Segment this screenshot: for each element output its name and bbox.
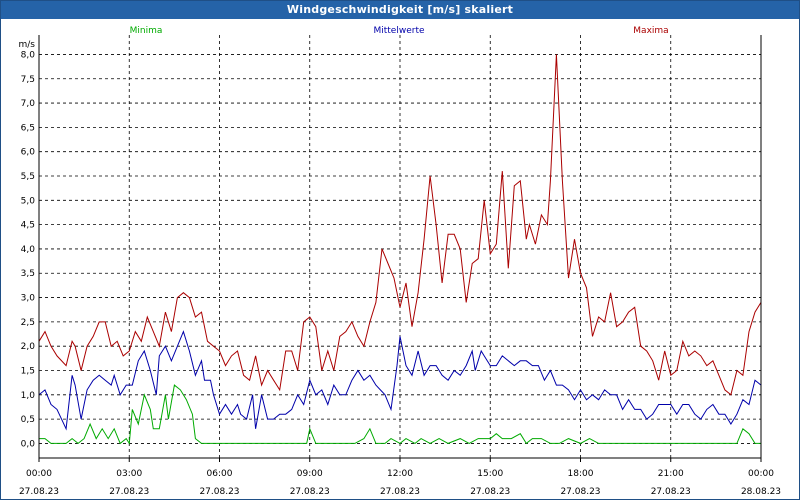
x-tick-date-label: 27.08.23	[651, 487, 691, 497]
y-tick-label: 5,0	[21, 196, 36, 206]
series-line-maxima	[38, 54, 762, 396]
legend-minima: Minima	[130, 26, 163, 36]
x-tick-time-label: 03:00	[116, 469, 142, 479]
x-tick-date-label: 27.08.23	[199, 487, 239, 497]
y-tick-label: 4,5	[21, 221, 35, 231]
x-tick-time-label: 00:00	[26, 469, 52, 479]
x-tick-time-label: 06:00	[207, 469, 233, 479]
x-tick-date-label: 27.08.23	[290, 487, 330, 497]
y-axis-unit-label: m/s	[19, 40, 36, 50]
x-tick-date-label: 27.08.23	[109, 487, 149, 497]
series-line-mittelwerte	[38, 330, 762, 431]
x-tick-time-label: 09:00	[297, 469, 323, 479]
x-tick-date-label: 27.08.23	[470, 487, 510, 497]
legend-maxima: Maxima	[633, 26, 668, 36]
y-tick-label: 7,0	[21, 99, 36, 109]
y-tick-label: 1,5	[21, 366, 35, 376]
y-tick-label: 2,0	[21, 342, 36, 352]
y-tick-label: 3,5	[21, 269, 35, 279]
y-tick-label: 1,0	[21, 391, 36, 401]
x-tick-date-label: 27.08.23	[19, 487, 59, 497]
legend-mittelwerte: Mittelwerte	[373, 26, 424, 36]
series-line-minima	[39, 384, 761, 445]
x-tick-time-label: 00:00	[748, 469, 774, 479]
wind-speed-chart: 0,0 0,5 1,0 1,5 2,0 2,5 3,0 3,5 4,0 4,5 5,0 5,5 6,0 6…	[19, 26, 782, 497]
y-tick-label: 3,0	[21, 294, 36, 304]
x-tick-date-label: 27.08.23	[560, 487, 600, 497]
series-lines	[38, 54, 762, 445]
legend: Minima Mittelwerte Maxima	[130, 26, 669, 36]
y-tick-label: 2,5	[21, 318, 35, 328]
x-tick-time-label: 21:00	[658, 469, 684, 479]
y-tick-label: 8,0	[21, 50, 36, 60]
x-tick-time-label: 18:00	[568, 469, 594, 479]
y-tick-label: 7,5	[21, 75, 35, 85]
y-tick-label: 4,0	[21, 245, 36, 255]
y-tick-label: 6,0	[21, 148, 36, 158]
x-tick-time-label: 15:00	[477, 469, 503, 479]
x-tick-time-label: 12:00	[387, 469, 413, 479]
y-tick-label: 0,0	[21, 439, 36, 449]
x-tick-date-label: 27.08.23	[380, 487, 420, 497]
chart-title: Windgeschwindigkeit [m/s] skaliert	[1, 1, 799, 19]
grid	[39, 35, 761, 458]
axes: 0,0 0,5 1,0 1,5 2,0 2,5 3,0 3,5 4,0 4,5 5,0 5,5 6,0 6…	[19, 35, 781, 497]
y-tick-label: 5,5	[21, 172, 35, 182]
y-tick-label: 0,5	[21, 415, 35, 425]
x-tick-date-label: 28.08.23	[741, 487, 781, 497]
y-tick-label: 6,5	[21, 123, 35, 133]
